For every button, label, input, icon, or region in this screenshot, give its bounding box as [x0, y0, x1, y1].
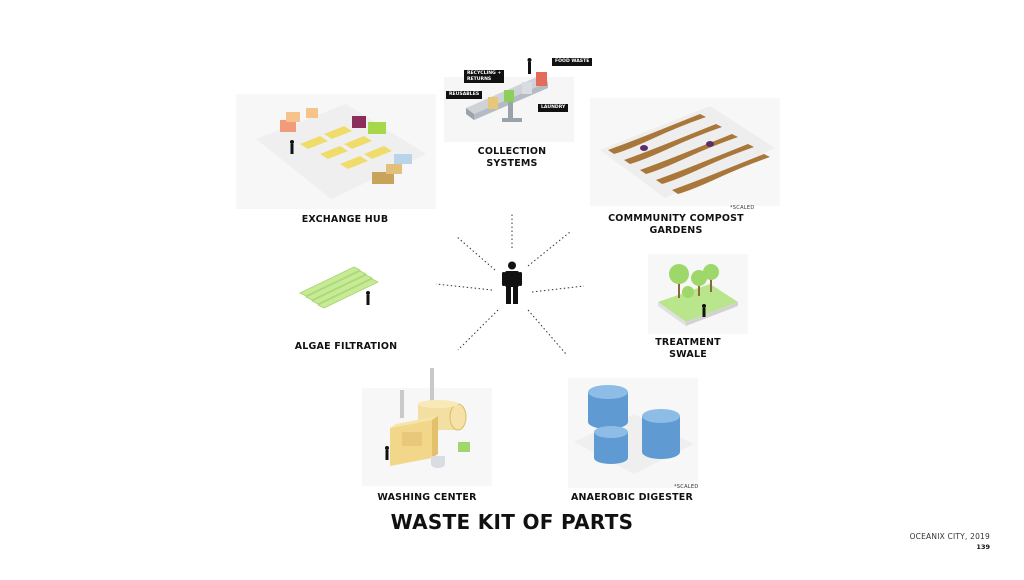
tag-laundry: LAUNDRY [538, 104, 569, 112]
tag-reusables: REUSABLES [446, 91, 483, 99]
anaerobic-digester-label: ANAEROBIC DIGESTER [570, 492, 694, 503]
digester-scaled-note: *SCALED [674, 484, 699, 490]
page-title: WASTE KIT OF PARTS [390, 510, 634, 534]
credit-text: OCEANIX CITY, 2019 [909, 532, 990, 541]
exchange-hub-label: EXCHANGE HUB [301, 214, 389, 225]
anaerobic-digester-illustration [568, 378, 698, 488]
treatment-swale-illustration [648, 254, 748, 334]
tag-food-waste: FOOD WASTE [552, 58, 593, 66]
treatment-swale-label: TREATMENT SWALE [655, 337, 721, 360]
compost-gardens-illustration [590, 98, 780, 206]
page-number: 139 [976, 543, 990, 551]
algae-filtration-illustration [299, 266, 379, 309]
tag-recycling-returns: RECYCLING + RETURNS [464, 70, 505, 83]
algae-filtration-label: ALGAE FILTRATION [294, 341, 398, 352]
washing-center-label: WASHING CENTER [377, 492, 477, 503]
compost-gardens-label: COMMMUNITY COMPOST GARDENS [608, 213, 744, 236]
washing-center-illustration [362, 368, 492, 486]
person-icon [502, 261, 522, 304]
compost-scaled-note: *SCALED [730, 205, 755, 211]
collection-systems-label: COLLECTION SYSTEMS [477, 146, 547, 169]
exchange-hub-illustration [236, 94, 436, 209]
